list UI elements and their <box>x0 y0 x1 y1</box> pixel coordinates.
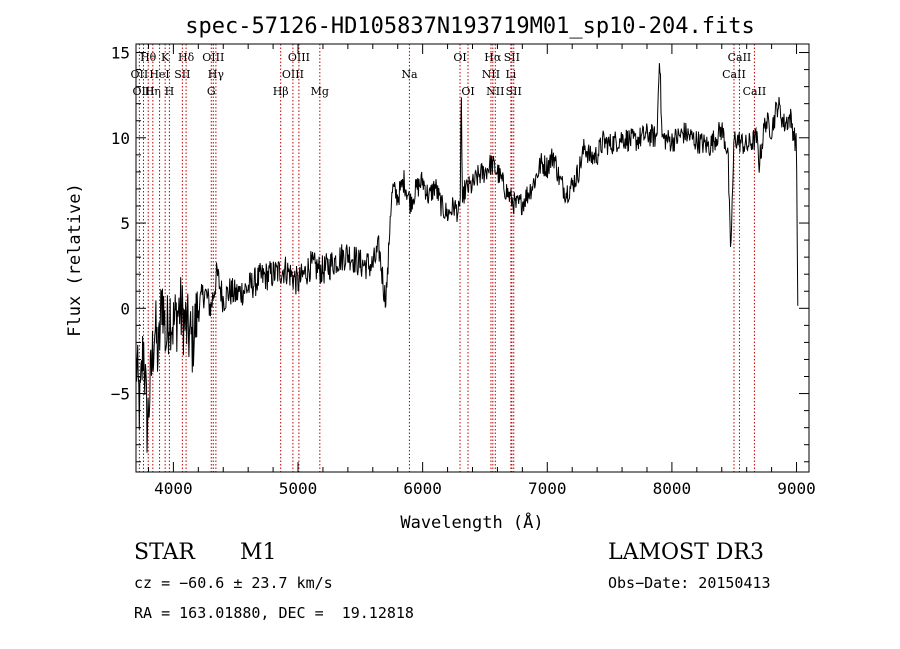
coordinates: RA = 163.01880, DEC = 19.12818 <box>134 604 414 622</box>
line-label: SII <box>504 51 520 64</box>
x-tick-label: 6000 <box>403 479 442 498</box>
x-tick-label: 5000 <box>279 479 318 498</box>
plot-frame <box>135 43 810 473</box>
line-label: OII <box>131 68 149 81</box>
line-label: OIII <box>132 85 154 98</box>
obs-date: Obs−Date: 20150413 <box>608 574 771 592</box>
y-tick-label: 15 <box>111 44 130 63</box>
star-class: STAR <box>134 540 195 565</box>
star-subclass: M1 <box>240 540 277 565</box>
y-tick-label: 5 <box>120 214 130 233</box>
x-tick-label: 7000 <box>528 479 567 498</box>
y-tick-label: 10 <box>111 129 130 148</box>
line-label: OIII <box>202 51 224 64</box>
y-axis-label: Flux (relative) <box>65 183 85 337</box>
line-label: Na <box>401 68 418 81</box>
y-tick-label: 0 <box>120 299 130 318</box>
line-label: Hθ <box>140 51 157 64</box>
line-label: Hα <box>484 51 502 64</box>
line-label: NII <box>486 85 504 98</box>
line-label: Hβ <box>273 85 289 98</box>
y-axis-ticks: −5 0 5 10 15 <box>111 44 809 463</box>
line-label: G <box>207 85 216 98</box>
line-label: OIII <box>288 51 310 64</box>
line-label: OI <box>453 51 466 64</box>
line-label: NII <box>482 68 500 81</box>
x-tick-label: 9000 <box>777 479 816 498</box>
line-label: OI <box>461 85 474 98</box>
x-axis-ticks: 4000 5000 6000 7000 8000 9000 <box>147 44 816 498</box>
x-tick-label: 4000 <box>154 479 193 498</box>
survey-name: LAMOST DR3 <box>608 540 764 565</box>
line-label: SII <box>174 68 190 81</box>
line-label: CaII <box>722 68 746 81</box>
line-label: Li <box>505 68 516 81</box>
line-label: Mg <box>311 85 329 98</box>
line-label: Hδ <box>178 51 195 64</box>
chart-title: spec-57126-HD105837N193719M01_sp10-204.f… <box>185 14 755 39</box>
line-label: CaII <box>743 85 767 98</box>
line-label: SII <box>506 85 522 98</box>
line-label: Hγ <box>208 68 225 81</box>
line-label: HeI <box>149 68 169 81</box>
series-flux-line <box>135 63 799 453</box>
line-label: CaII <box>728 51 752 64</box>
line-label: OIII <box>282 68 304 81</box>
x-axis-label: Wavelength (Å) <box>400 511 543 533</box>
line-label: K <box>161 51 170 64</box>
line-label: H <box>165 85 175 98</box>
x-tick-label: 8000 <box>653 479 692 498</box>
line-label: Hη <box>145 85 161 98</box>
y-tick-label: −5 <box>111 385 130 404</box>
redshift-cz: cz = −60.6 ± 23.7 km/s <box>134 574 333 592</box>
